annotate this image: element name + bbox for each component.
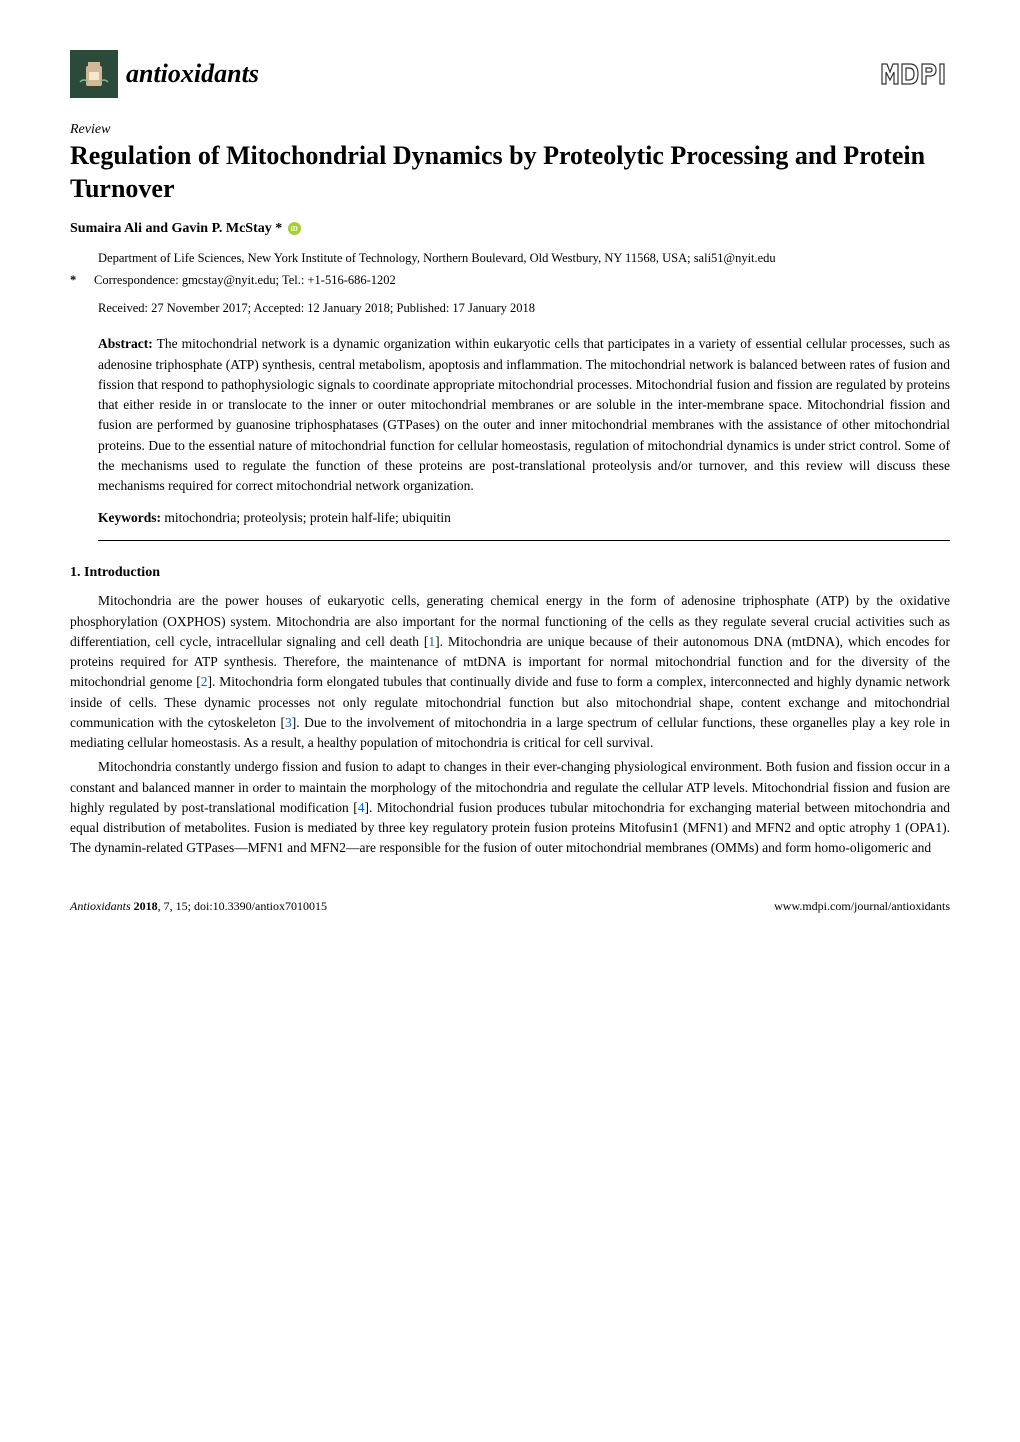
antioxidant-bottle-icon — [78, 58, 110, 90]
abstract-text: The mitochondrial network is a dynamic o… — [98, 336, 950, 493]
article-type: Review — [70, 122, 950, 138]
publisher-logo — [880, 60, 950, 88]
authors-line: Sumaira Ali and Gavin P. McStay * — [70, 221, 950, 237]
abstract-block: Abstract: The mitochondrial network is a… — [98, 334, 950, 496]
keywords-text: mitochondria; proteolysis; protein half-… — [164, 510, 450, 525]
keywords-block: Keywords: mitochondria; proteolysis; pro… — [98, 510, 950, 526]
mdpi-icon — [880, 60, 950, 88]
authors-text: Sumaira Ali and Gavin P. McStay * — [70, 221, 282, 236]
footer-url[interactable]: www.mdpi.com/journal/antioxidants — [774, 899, 950, 914]
keywords-label: Keywords: — [98, 510, 161, 525]
header-row: antioxidants — [70, 50, 950, 98]
correspondence-marker: * — [70, 271, 94, 289]
separator-rule — [98, 540, 950, 541]
section-1-heading: 1. Introduction — [70, 565, 950, 581]
footer-year: 2018 — [134, 899, 158, 913]
footer-citation: Antioxidants 2018, 7, 15; doi:10.3390/an… — [70, 899, 327, 914]
correspondence-text: Correspondence: gmcstay@nyit.edu; Tel.: … — [94, 273, 396, 287]
footer-doi: , 7, 15; doi:10.3390/antiox7010015 — [158, 899, 327, 913]
intro-para-1: Mitochondria are the power houses of euk… — [70, 591, 950, 753]
orcid-icon[interactable] — [288, 222, 301, 235]
intro-para-2: Mitochondria constantly undergo fission … — [70, 757, 950, 858]
journal-logo-icon — [70, 50, 118, 98]
correspondence-line: *Correspondence: gmcstay@nyit.edu; Tel.:… — [70, 271, 950, 289]
journal-name: antioxidants — [126, 59, 259, 89]
publication-dates: Received: 27 November 2017; Accepted: 12… — [98, 301, 950, 316]
footer-journal-italic: Antioxidants — [70, 899, 134, 913]
affiliation: Department of Life Sciences, New York In… — [98, 249, 950, 267]
abstract-label: Abstract: — [98, 336, 153, 351]
ref-link-2[interactable]: 2 — [201, 674, 208, 689]
article-title: Regulation of Mitochondrial Dynamics by … — [70, 140, 950, 205]
footer-row: Antioxidants 2018, 7, 15; doi:10.3390/an… — [70, 899, 950, 914]
journal-logo-block: antioxidants — [70, 50, 259, 98]
ref-link-3[interactable]: 3 — [285, 715, 292, 730]
